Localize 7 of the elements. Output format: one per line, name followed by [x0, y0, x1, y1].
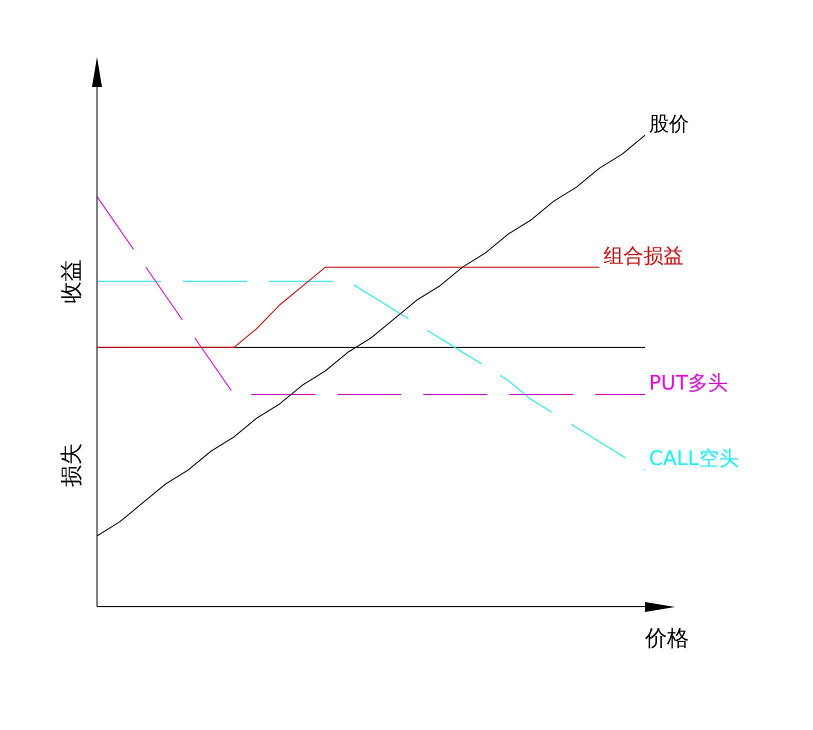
text: 损失 — [60, 443, 85, 488]
series-label: 股价 — [649, 111, 689, 136]
series-label: CALL空头 — [649, 446, 739, 470]
series-label: 组合损益 — [603, 243, 684, 268]
x-axis-title: 价格 — [644, 626, 689, 652]
y-axis-title: 收益 — [60, 259, 85, 304]
series-label: PUT多头 — [649, 370, 728, 395]
